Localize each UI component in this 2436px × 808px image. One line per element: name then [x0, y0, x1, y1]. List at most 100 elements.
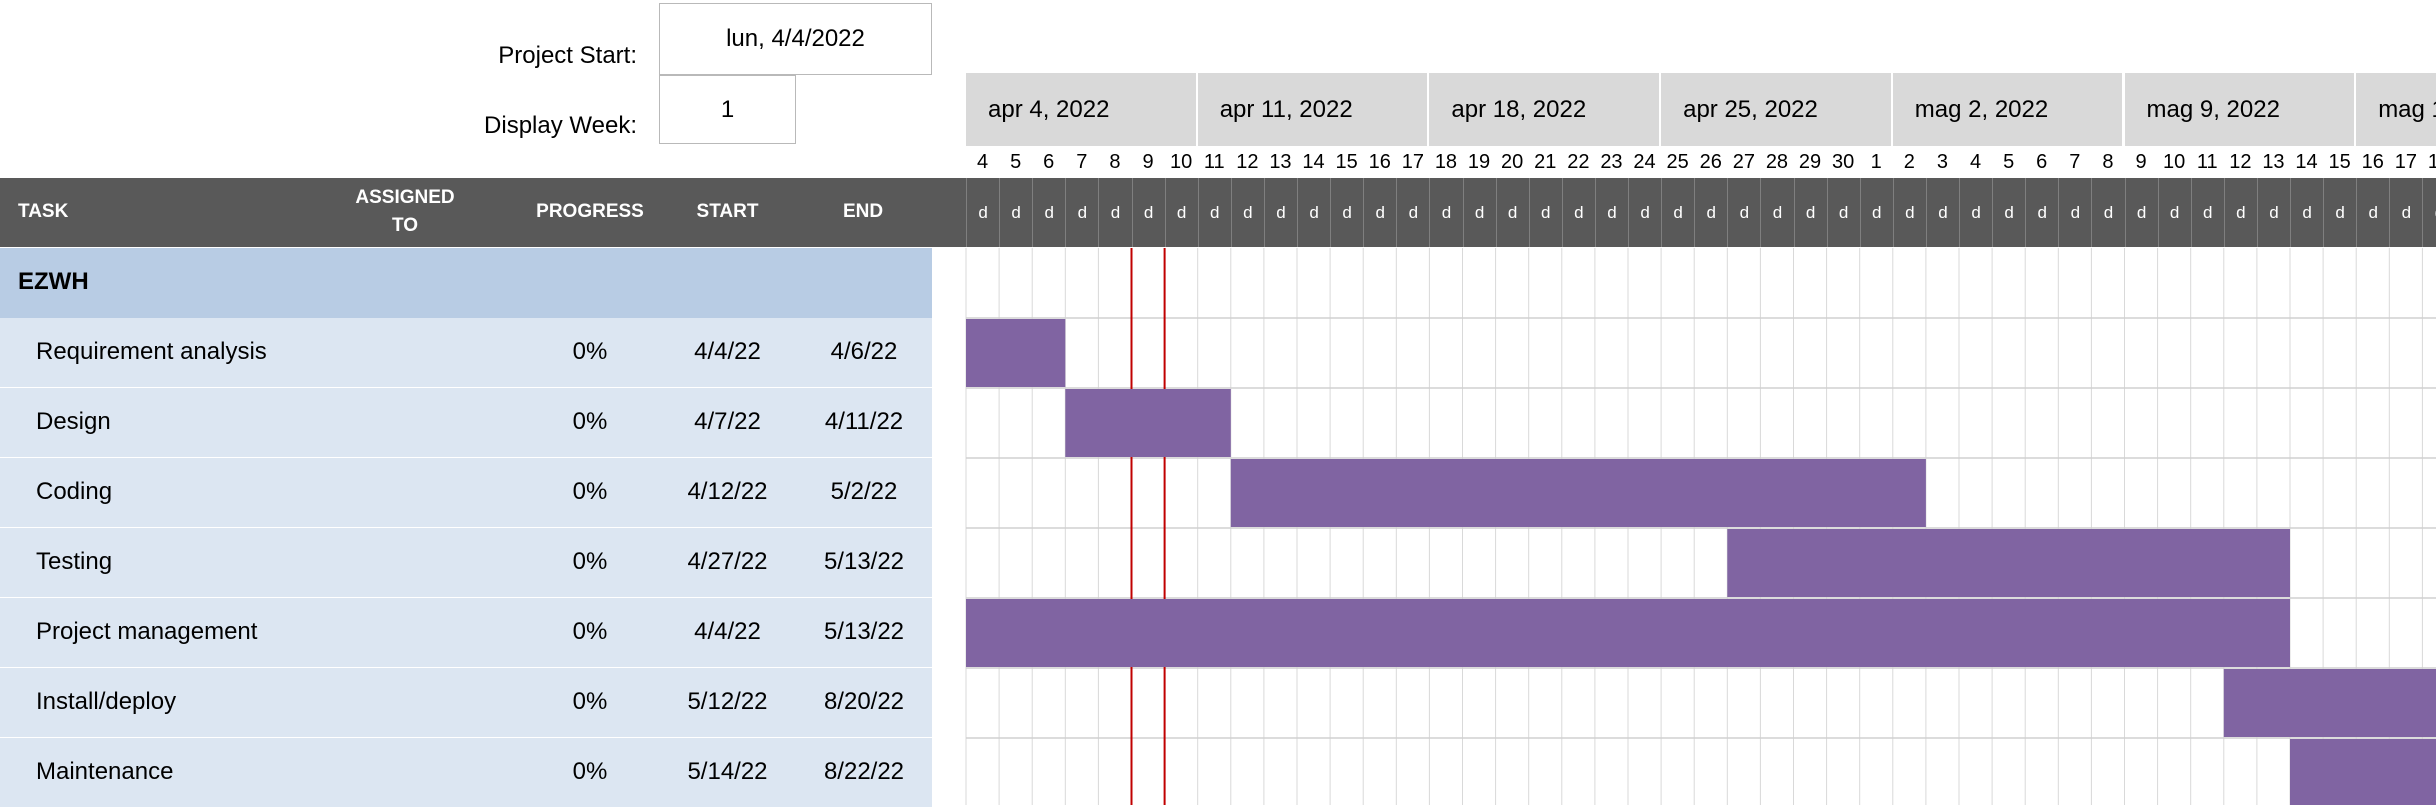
day-letter: d [1495, 178, 1529, 247]
day-number: 4 [976, 151, 989, 173]
day-number: 6 [2036, 151, 2048, 173]
task-end: 8/22/22 [823, 758, 905, 785]
col-header-progress: PROGRESS [536, 201, 644, 222]
display-week-label: Display Week: [484, 112, 637, 139]
task-name: Maintenance [36, 758, 174, 785]
day-letter: d [1528, 178, 1562, 247]
day-letter: d [1561, 178, 1595, 247]
day-number: 18 [1434, 151, 1458, 173]
task-bar[interactable] [1230, 459, 1926, 527]
day-number: 8 [2102, 151, 2114, 173]
day-number: 11 [2196, 151, 2218, 173]
day-letter: d [1859, 178, 1893, 247]
day-letter: d [1694, 178, 1727, 247]
day-number: 11 [1203, 151, 1225, 173]
task-end: 5/13/22 [823, 548, 905, 575]
week-label: apr 11, 2022 [1197, 73, 1428, 146]
task-row[interactable]: Project management 0% 4/4/22 5/13/22 [0, 598, 932, 668]
task-row[interactable]: Testing 0% 4/27/22 5/13/22 [0, 528, 932, 598]
day-number: 13 [1269, 151, 1292, 173]
day-number: 17 [1401, 151, 1424, 173]
day-letter: d [1925, 178, 1959, 247]
task-name: Project management [36, 618, 258, 645]
day-letter: d [1793, 178, 1827, 247]
day-number: 22 [1567, 151, 1590, 173]
day-letter: d [1164, 178, 1198, 247]
task-row[interactable]: Install/deploy 0% 5/12/22 8/20/22 [0, 668, 932, 738]
day-letter: d [2190, 178, 2224, 247]
day-number: 28 [1765, 151, 1789, 173]
task-bar[interactable] [1065, 389, 1231, 457]
day-number: 14 [1302, 151, 1325, 173]
day-letter: d [2124, 178, 2158, 247]
task-end: 5/13/22 [823, 618, 905, 645]
day-letter: d [1594, 178, 1628, 247]
day-letter: d [2389, 178, 2422, 247]
column-header-bar [0, 178, 2436, 247]
day-letter: d [1959, 178, 1992, 247]
task-bar[interactable] [966, 599, 2290, 667]
day-letter: d [2422, 178, 2436, 247]
task-row[interactable]: Design 0% 4/7/22 4/11/22 [0, 388, 932, 458]
day-letter: d [1363, 178, 1396, 247]
day-letter: d [1131, 178, 1165, 247]
task-bar[interactable] [966, 319, 1066, 387]
day-letter: d [2157, 178, 2191, 247]
day-number: 30 [1832, 151, 1855, 173]
day-number: 15 [2328, 151, 2351, 173]
day-letter: d [1396, 178, 1429, 247]
task-progress: 0% [572, 758, 608, 785]
col-header-assigned: ASSIGNED TO [355, 187, 455, 236]
day-number: 7 [2069, 151, 2081, 173]
day-number: 24 [1633, 151, 1656, 173]
day-number: 6 [1043, 151, 1055, 173]
task-progress: 0% [572, 408, 608, 435]
day-letter: d [1065, 178, 1098, 247]
day-number: 19 [1467, 151, 1491, 173]
group-row[interactable]: EZWH [0, 248, 932, 318]
day-letter: d [2256, 178, 2290, 247]
task-name: Testing [36, 548, 113, 575]
day-number: 17 [2394, 151, 2417, 173]
day-letter: d [1297, 178, 1330, 247]
day-number: 2 [1903, 151, 1915, 173]
week-label: apr 25, 2022 [1661, 73, 1891, 146]
day-letter: d [1628, 178, 1661, 247]
day-number: 29 [1798, 151, 1822, 173]
col-header-start: START [696, 201, 759, 222]
task-progress: 0% [572, 478, 608, 505]
task-end: 4/6/22 [830, 338, 898, 365]
week-label: mag 9, 2022 [2124, 73, 2355, 146]
day-letter: d [1462, 178, 1496, 247]
day-number: 21 [1534, 151, 1557, 173]
task-end: 8/20/22 [823, 688, 905, 715]
task-bar[interactable] [2223, 669, 2436, 737]
day-number: 9 [2135, 151, 2147, 173]
task-name: Requirement analysis [36, 338, 267, 365]
task-bar[interactable] [1727, 529, 2290, 597]
task-start: 4/27/22 [687, 548, 768, 575]
day-number: 12 [1236, 151, 1259, 173]
day-letter: d [2091, 178, 2124, 247]
project-start-input[interactable]: lun, 4/4/2022 [659, 3, 932, 75]
task-row[interactable]: Maintenance 0% 5/14/22 8/22/22 [0, 738, 932, 808]
task-row[interactable]: Requirement analysis 0% 4/4/22 4/6/22 [0, 318, 932, 388]
day-letter: d [2025, 178, 2058, 247]
col-header-end: END [842, 201, 884, 222]
day-number: 23 [1600, 151, 1623, 173]
day-letter: d [1330, 178, 1363, 247]
task-progress: 0% [572, 338, 608, 365]
day-number: 8 [1109, 151, 1121, 173]
day-letter: d [2290, 178, 2323, 247]
day-number: 16 [1368, 151, 1391, 173]
day-number: 5 [2003, 151, 2015, 173]
day-letter: d [1760, 178, 1793, 247]
day-letter: d [1263, 178, 1297, 247]
task-row[interactable]: Coding 0% 4/12/22 5/2/22 [0, 458, 932, 528]
day-number: 3 [1936, 151, 1948, 173]
display-week-input[interactable]: 1 [659, 75, 796, 144]
day-letter: d [1992, 178, 2025, 247]
task-bar[interactable] [2290, 739, 2436, 805]
day-letter: d [1892, 178, 1926, 247]
